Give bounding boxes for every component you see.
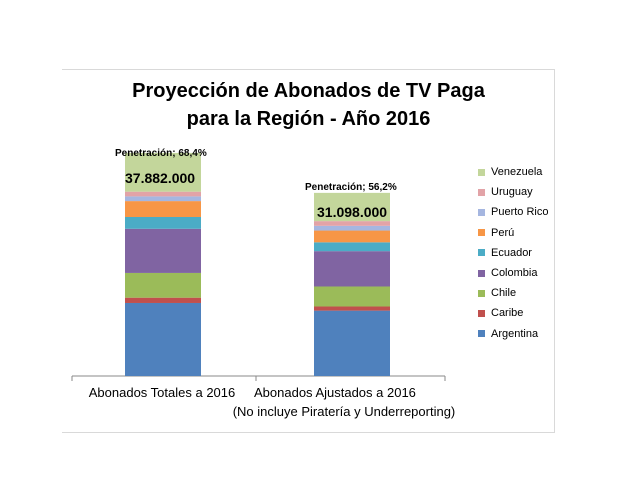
category-note-ajustados: (No incluye Piratería y Underreporting) [232,404,456,419]
bar-segment-ecuador-1 [314,242,390,252]
chart-subtitle: para la Región - Año 2016 [186,108,431,130]
bar-segment-argentina-0 [125,302,201,376]
bar-segment-ecuador-0 [125,217,201,229]
legend-item: Argentina [478,324,548,344]
bar-segment-caribe-1 [314,306,390,311]
legend-label: Venezuela [491,166,543,179]
legend-swatch [478,229,485,237]
category-label-totales: Abonados Totales a 2016 [88,385,236,400]
total-label-totales: 37.882.000 [125,170,196,186]
bar-segment-per--0 [125,201,201,217]
legend-item: Perú [478,223,548,243]
legend-item: Caribe [478,303,548,323]
legend-item: Colombia [478,263,548,283]
bar-segment-chile-0 [125,272,201,298]
legend-swatch [478,309,485,317]
bar-segment-puerto-rico-1 [314,225,390,231]
legend-item: Uruguay [478,182,548,202]
penetration-label-totales: Penetración; 68,4% [115,148,207,159]
bar-segment-chile-1 [314,286,390,307]
legend-swatch [478,188,485,196]
legend-item: Puerto Rico [478,202,548,222]
bar-segment-uruguay-0 [125,191,201,197]
legend-swatch [478,249,485,257]
category-label-ajustados: Abonados Ajustados a 2016 [254,385,416,400]
bar-segment-caribe-0 [125,297,201,303]
bar-segment-colombia-0 [125,228,201,273]
legend-label: Ecuador [491,246,532,259]
legend-swatch [478,289,485,297]
legend-label: Chile [491,287,517,300]
legend-item: Ecuador [478,243,548,263]
bar-segment-puerto-rico-0 [125,196,201,202]
legend-item: Chile [478,283,548,303]
legend-swatch [478,168,485,176]
chart-frame [62,69,555,433]
bar-segment-venezuela-0 [125,152,201,192]
legend-swatch [478,330,485,338]
bar-segment-colombia-1 [314,251,390,287]
legend-item: Venezuela [478,162,548,182]
legend-swatch [478,269,485,277]
legend-label: Uruguay [491,186,533,199]
bar-segment-venezuela-1 [314,192,390,222]
bar-segment-uruguay-1 [314,221,390,226]
legend-label: Caribe [491,307,524,320]
legend-label: Argentina [491,327,539,340]
chart-title: Proyección de Abonados de TV Paga [132,80,485,102]
legend: Venezuela Uruguay Puerto Rico Perú Ecuador Co… [478,162,548,344]
legend-label: Perú [491,226,515,239]
bar-segment-per--1 [314,230,390,243]
legend-swatch [478,208,485,216]
penetration-label-ajustados: Penetración; 56,2% [305,182,397,193]
legend-label: Puerto Rico [491,206,549,219]
total-label-ajustados: 31.098.000 [317,204,388,220]
bar-segment-argentina-1 [314,310,390,376]
legend-label: Colombia [491,267,538,280]
